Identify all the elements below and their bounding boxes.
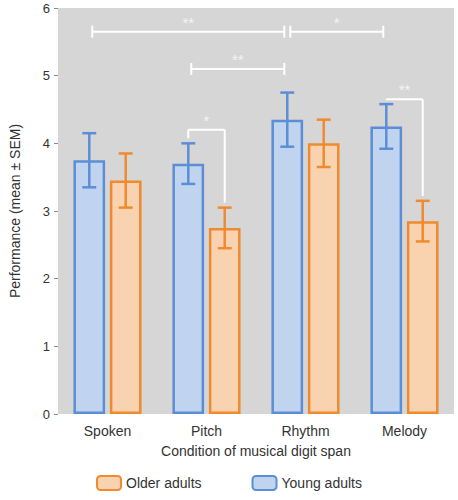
svg-text:Pitch: Pitch — [191, 423, 222, 439]
svg-text:6: 6 — [43, 1, 50, 16]
svg-text:**: ** — [232, 51, 244, 68]
svg-text:Performance (mean ± SEM): Performance (mean ± SEM) — [7, 124, 23, 298]
svg-text:Melody: Melody — [382, 423, 427, 439]
svg-text:*: * — [204, 112, 210, 129]
svg-text:3: 3 — [43, 204, 50, 219]
svg-text:Young adults: Young adults — [282, 475, 362, 491]
svg-text:Older adults: Older adults — [126, 475, 201, 491]
svg-text:Spoken: Spoken — [84, 423, 131, 439]
svg-text:4: 4 — [43, 136, 50, 151]
svg-text:5: 5 — [43, 68, 50, 83]
svg-text:2: 2 — [43, 271, 50, 286]
svg-text:Condition of musical digit spa: Condition of musical digit span — [161, 443, 351, 459]
svg-text:**: ** — [399, 81, 411, 98]
svg-text:Rhythm: Rhythm — [281, 423, 329, 439]
svg-text:1: 1 — [43, 339, 50, 354]
svg-text:0: 0 — [43, 407, 50, 422]
svg-text:*: * — [334, 14, 340, 31]
svg-text:**: ** — [182, 14, 194, 31]
